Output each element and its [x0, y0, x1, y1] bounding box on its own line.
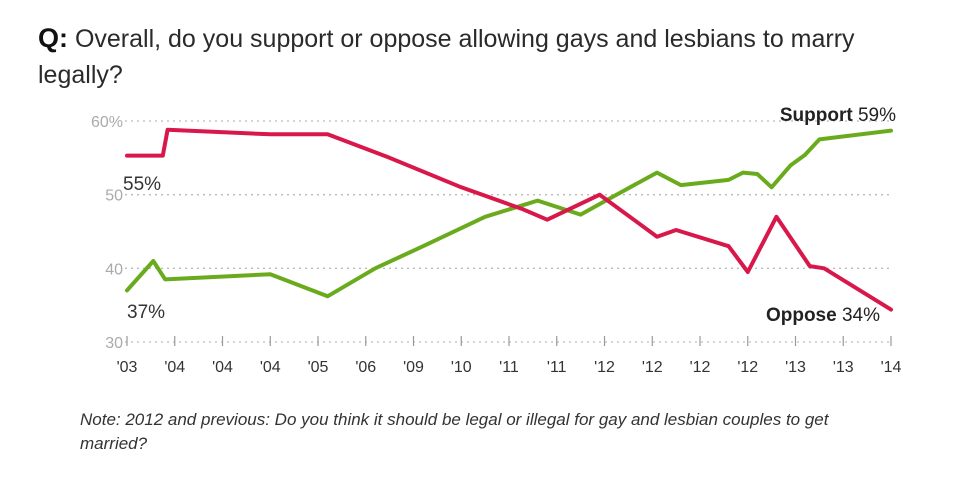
x-tick-label: '04	[212, 359, 233, 376]
x-tick-label: '13	[785, 359, 806, 376]
series-line-support	[125, 128, 893, 299]
x-tick-label: '05	[308, 359, 329, 376]
y-tick-label: 30	[105, 335, 123, 352]
x-tick-label: '06	[355, 359, 376, 376]
x-tick-label: '04	[260, 359, 281, 376]
series-end-value: 59%	[858, 105, 896, 126]
series-end-value: 34%	[842, 305, 880, 326]
x-tick-label: '13	[833, 359, 854, 376]
x-tick-label: '10	[451, 359, 472, 376]
series-name: Support	[780, 105, 858, 126]
x-tick-label: '09	[403, 359, 424, 376]
question-prefix: Q:	[38, 23, 68, 53]
end-label-support: Support 59%	[780, 105, 896, 126]
x-tick-label: '03	[117, 359, 138, 376]
series-name: Oppose	[766, 305, 842, 326]
x-tick-label: '04	[164, 359, 185, 376]
question-text: Overall, do you support or oppose allowi…	[38, 25, 855, 89]
chart-note: Note: 2012 and previous: Do you think it…	[80, 410, 829, 453]
x-tick-label: '11	[547, 359, 567, 376]
y-tick-label: 50	[105, 188, 123, 205]
y-tick-label: 60%	[91, 114, 123, 131]
start-value-label-oppose: 55%	[123, 174, 161, 195]
x-tick-label: '11	[499, 359, 519, 376]
start-value-label-support: 37%	[127, 302, 165, 323]
x-tick-label: '12	[690, 359, 711, 376]
x-tick-label: '14	[881, 359, 902, 376]
series-line-oppose	[125, 127, 893, 312]
end-label-oppose: Oppose 34%	[766, 305, 880, 326]
y-tick-label: 40	[105, 261, 123, 278]
line-chart: 60% 50 40 30 '03 '04 '04 '04 '05 '06 '09 '10 '11 '11 '…	[91, 105, 902, 376]
x-tick-label: '12	[594, 359, 615, 376]
question-heading: Q: Overall, do you support or oppose all…	[38, 20, 918, 93]
x-tick-label: '12	[642, 359, 663, 376]
x-tick-label: '12	[737, 359, 758, 376]
